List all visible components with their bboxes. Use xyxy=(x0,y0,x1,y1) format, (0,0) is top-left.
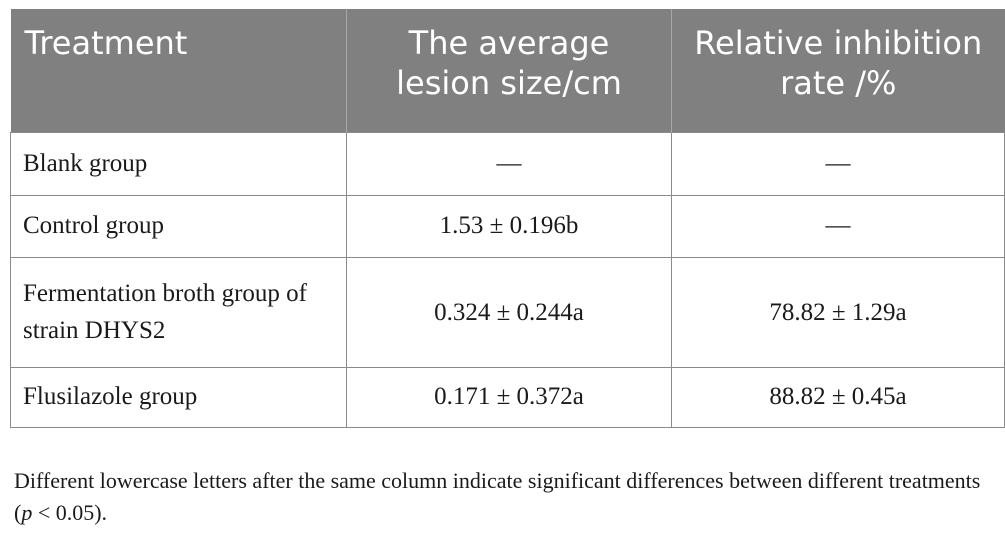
treatment-cell: Flusilazole group xyxy=(10,366,347,428)
footnote-text-before: Different lowercase letters after the sa… xyxy=(14,468,981,525)
lesion-size-cell: 0.324 ± 0.244a xyxy=(346,256,672,368)
treatment-cell: Blank group xyxy=(10,131,347,196)
table-row: Blank group — — xyxy=(10,131,1005,196)
table-body: Blank group — — Control group 1.53 ± 0.1… xyxy=(10,131,1005,428)
inhibition-rate-cell: 88.82 ± 0.45a xyxy=(671,366,1005,428)
table-row: Flusilazole group 0.171 ± 0.372a 88.82 ±… xyxy=(10,366,1005,428)
lesion-size-cell: 1.53 ± 0.196b xyxy=(346,194,672,258)
header-relative-inhibition-rate: Relative inhibition rate /% xyxy=(671,9,1005,132)
footnote-text-after: < 0.05). xyxy=(32,500,108,525)
lesion-size-cell: 0.171 ± 0.372a xyxy=(346,366,672,428)
treatment-cell: Control group xyxy=(10,194,347,258)
header-average-lesion-size: The average lesion size/cm xyxy=(346,9,672,132)
treatment-cell: Fermentation broth group of strain DHYS2 xyxy=(10,256,347,368)
header-row: Treatment The average lesion size/cm Rel… xyxy=(10,9,1005,132)
table-row: Control group 1.53 ± 0.196b — xyxy=(10,194,1005,258)
table-header: Treatment The average lesion size/cm Rel… xyxy=(10,9,1005,132)
lesion-size-cell: — xyxy=(346,131,672,196)
inhibition-rate-cell: — xyxy=(671,131,1005,196)
data-table-container: Treatment The average lesion size/cm Rel… xyxy=(10,9,1005,428)
table-row: Fermentation broth group of strain DHYS2… xyxy=(10,256,1005,368)
inhibition-rate-cell: 78.82 ± 1.29a xyxy=(671,256,1005,368)
footnote-p-symbol: p xyxy=(21,500,33,525)
treatment-results-table: Treatment The average lesion size/cm Rel… xyxy=(10,9,1005,428)
table-footnote: Different lowercase letters after the sa… xyxy=(14,465,999,529)
inhibition-rate-cell: — xyxy=(671,194,1005,258)
header-treatment: Treatment xyxy=(10,9,347,132)
